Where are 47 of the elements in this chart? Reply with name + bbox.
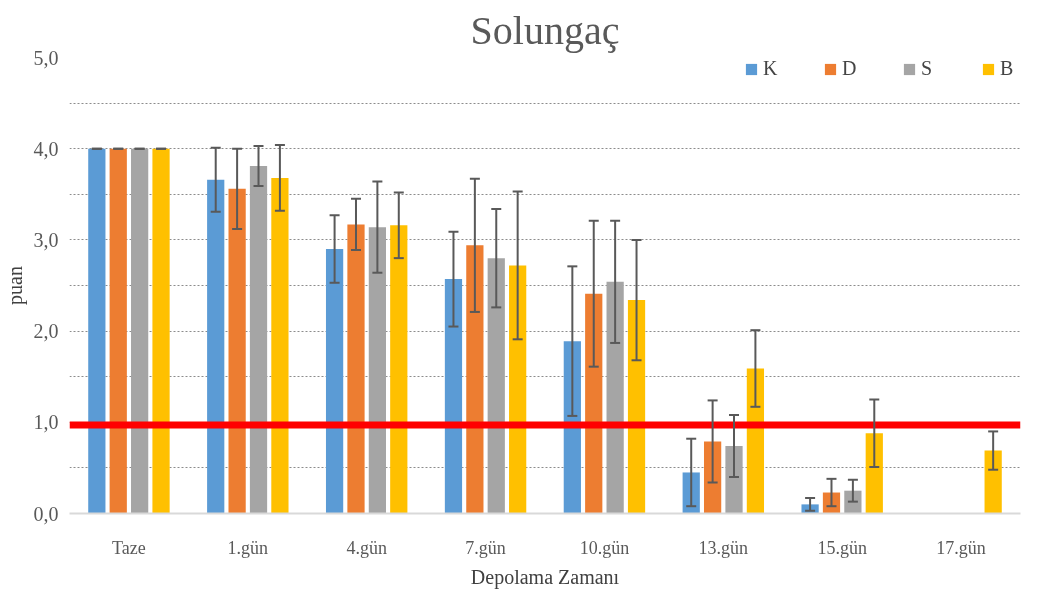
- bar: [131, 148, 149, 514]
- y-tick-label: 5,0: [33, 46, 59, 69]
- y-tick-label: 2,0: [33, 320, 59, 343]
- bar: [984, 450, 1002, 514]
- bar: [509, 265, 527, 514]
- bar: [746, 368, 765, 514]
- legend-label: B: [1000, 57, 1015, 80]
- bar: [228, 188, 246, 514]
- bar: [347, 224, 365, 514]
- bar: [725, 446, 743, 514]
- bar: [606, 281, 624, 514]
- x-tick-label: 1.gün: [227, 537, 269, 558]
- y-tick-label: 0,0: [33, 502, 59, 525]
- x-tick-label: 13.gün: [698, 537, 749, 558]
- legend-label: K: [763, 57, 779, 80]
- x-axis-title: Depolama Zamanı: [470, 565, 620, 589]
- x-tick-label: 15.gün: [817, 537, 867, 558]
- x-tick-label: 10.gün: [579, 537, 630, 558]
- legend-label: S: [921, 57, 934, 80]
- y-tick-label: 4,0: [33, 137, 59, 160]
- x-tick-label: Taze: [112, 537, 146, 558]
- bar: [207, 179, 225, 514]
- x-tick-label: 17.gün: [936, 537, 986, 558]
- chart-title: Solungaç: [470, 7, 620, 53]
- bar: [865, 433, 883, 514]
- bar: [109, 148, 127, 514]
- y-tick-label: 1,0: [33, 411, 59, 434]
- bar: [444, 279, 463, 514]
- bar: [390, 225, 408, 514]
- bar: [563, 341, 581, 514]
- bar: [487, 258, 505, 514]
- bar: [585, 293, 603, 514]
- bar: [466, 245, 484, 514]
- y-axis-title: puan: [3, 266, 27, 305]
- bar: [271, 177, 289, 514]
- x-tick-label: 4.gün: [346, 537, 387, 558]
- x-tick-label: 7.gün: [465, 537, 506, 558]
- bar: [704, 441, 722, 514]
- bar: [249, 166, 268, 514]
- y-tick-label: 3,0: [33, 228, 59, 251]
- bar: [325, 249, 344, 514]
- bar: [627, 300, 646, 514]
- legend-label: D: [842, 57, 858, 80]
- bar: [88, 148, 106, 514]
- bar: [368, 227, 386, 514]
- bar: [152, 148, 170, 514]
- bar: [844, 490, 862, 514]
